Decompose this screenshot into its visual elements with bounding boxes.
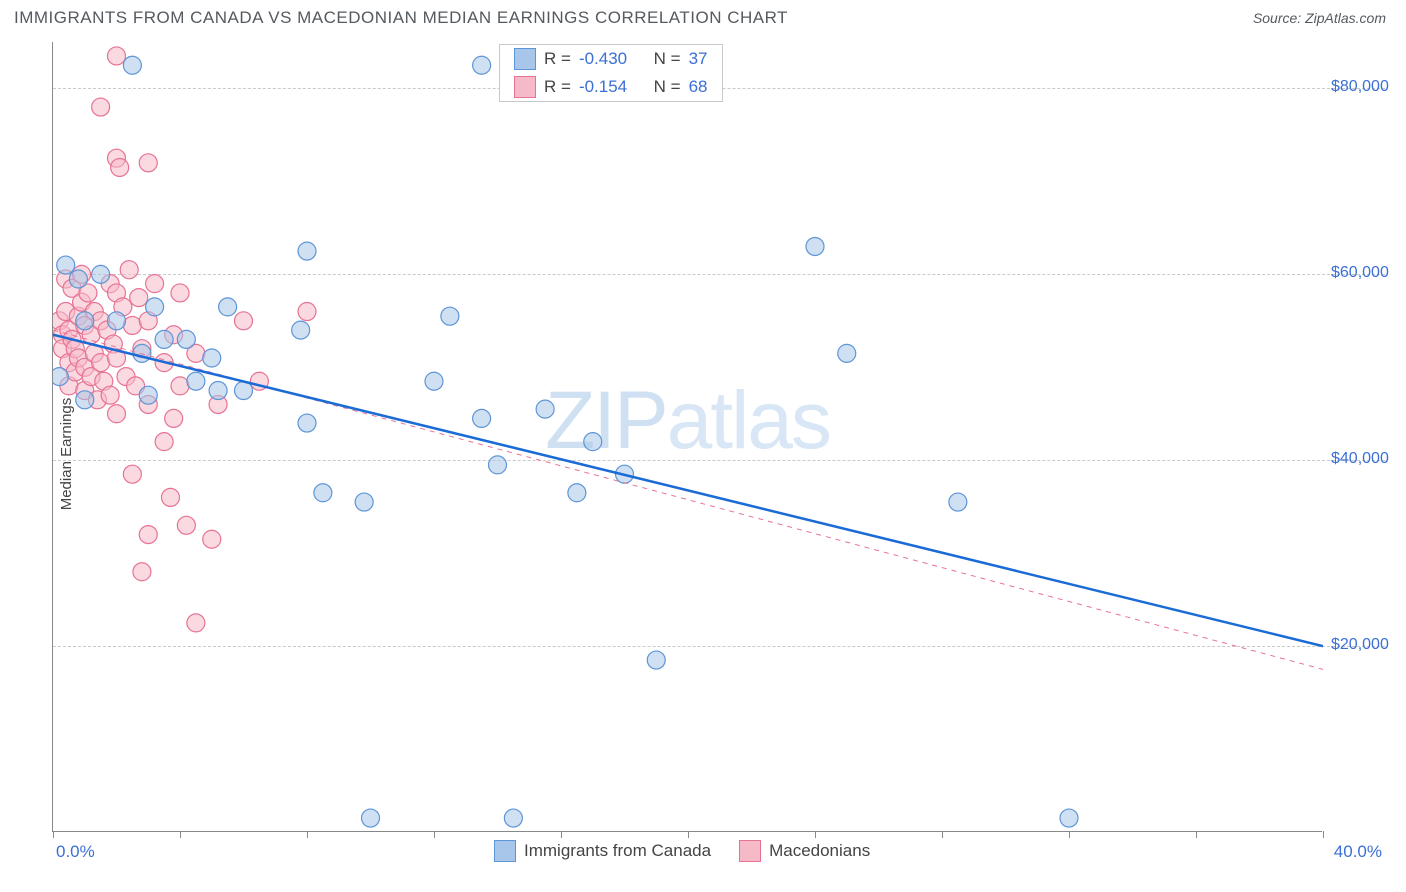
legend-r-label: R =	[544, 77, 571, 97]
x-tick-mark	[688, 831, 689, 838]
legend-swatch	[739, 840, 761, 862]
regression-lines-layer	[53, 42, 1323, 832]
legend-n-value: 68	[689, 77, 708, 97]
x-tick-mark	[561, 831, 562, 838]
x-tick-mark	[1323, 831, 1324, 838]
legend-n-label: N =	[649, 49, 681, 69]
legend-label: Macedonians	[769, 841, 870, 861]
legend-swatch	[494, 840, 516, 862]
x-tick-mark	[1196, 831, 1197, 838]
correlation-legend: R = -0.430 N = 37 R = -0.154 N = 68	[499, 44, 723, 102]
y-tick-label: $20,000	[1331, 636, 1389, 654]
y-tick-label: $60,000	[1331, 264, 1389, 282]
legend-item: Macedonians	[739, 840, 870, 862]
x-tick-mark	[53, 831, 54, 838]
x-tick-mark	[307, 831, 308, 838]
legend-swatch	[514, 48, 536, 70]
x-tick-mark	[180, 831, 181, 838]
legend-item: Immigrants from Canada	[494, 840, 711, 862]
legend-label: Immigrants from Canada	[524, 841, 711, 861]
legend-stat-row-macedonians: R = -0.154 N = 68	[500, 73, 722, 101]
x-axis-min-label: 0.0%	[56, 842, 95, 862]
legend-r-label: R =	[544, 49, 571, 69]
y-tick-label: $40,000	[1331, 450, 1389, 468]
source-attribution: Source: ZipAtlas.com	[1253, 10, 1386, 26]
x-tick-mark	[942, 831, 943, 838]
x-tick-mark	[815, 831, 816, 838]
x-axis-max-label: 40.0%	[1334, 842, 1382, 862]
chart-header: IMMIGRANTS FROM CANADA VS MACEDONIAN MED…	[0, 0, 1406, 32]
x-tick-mark	[434, 831, 435, 838]
chart-title: IMMIGRANTS FROM CANADA VS MACEDONIAN MED…	[14, 8, 788, 28]
x-tick-mark	[1069, 831, 1070, 838]
y-tick-label: $80,000	[1331, 78, 1389, 96]
plot-area: ZIPatlas R =-0.430 N =37R =-0.154 N =68 …	[52, 42, 1322, 832]
regression-line-canada	[53, 335, 1323, 646]
chart-container: Median Earnings ZIPatlas R =-0.430 N =37…	[14, 42, 1392, 866]
legend-r-value: -0.430	[579, 49, 641, 69]
legend-n-value: 37	[689, 49, 708, 69]
series-legend: Immigrants from Canada Macedonians	[494, 840, 870, 862]
legend-r-value: -0.154	[579, 77, 641, 97]
legend-n-label: N =	[649, 77, 681, 97]
legend-stat-row-canada: R = -0.430 N = 37	[500, 45, 722, 73]
legend-swatch	[514, 76, 536, 98]
